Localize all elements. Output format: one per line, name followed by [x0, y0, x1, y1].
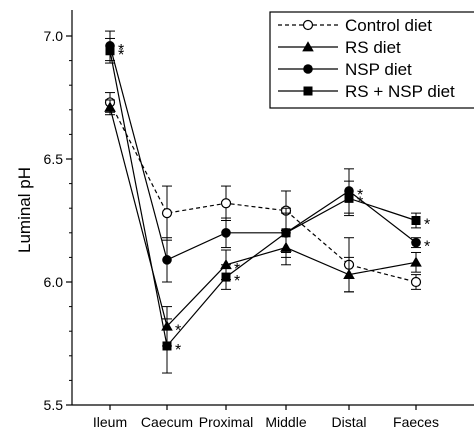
series-line	[109, 102, 417, 283]
significance-star: *	[357, 194, 363, 211]
data-point	[410, 276, 422, 288]
x-tick-label: Distal	[331, 414, 366, 430]
y-axis-label: Luminal pH	[15, 167, 34, 253]
data-point	[162, 341, 172, 351]
legend-marker	[302, 41, 314, 52]
legend-label: RS diet	[345, 38, 401, 57]
series-2: **	[104, 99, 422, 347]
data-point	[220, 198, 232, 209]
significance-star: *	[175, 322, 181, 339]
series-line	[109, 45, 417, 261]
legend-item: RS diet	[278, 38, 401, 57]
data-point	[104, 101, 116, 112]
significance-star: *	[175, 342, 181, 359]
x-tick-label: Middle	[265, 414, 306, 430]
chart-series: **********	[104, 30, 430, 374]
significance-star: *	[118, 42, 124, 59]
data-point	[344, 193, 354, 203]
legend-label: RS + NSP diet	[345, 82, 455, 101]
legend-label: Control diet	[345, 16, 432, 35]
data-point	[220, 258, 232, 270]
series-line	[109, 107, 417, 328]
legend-marker	[302, 19, 314, 31]
data-point	[161, 208, 173, 219]
data-point	[343, 268, 355, 279]
y-tick-label: 5.5	[44, 397, 64, 413]
legend-item: RS + NSP diet	[278, 82, 455, 101]
data-point	[162, 255, 172, 265]
significance-star: *	[424, 239, 430, 256]
chart-axes: 5.5 6.0 6.5 7.0 Ileum Caecum Proximal Middle Dis…	[44, 10, 474, 430]
y-tick-label: 6.5	[44, 151, 64, 167]
data-point	[281, 228, 291, 238]
data-point	[411, 216, 421, 225]
series-1	[104, 92, 422, 293]
x-tick-label: Faeces	[393, 414, 439, 430]
data-point	[410, 256, 422, 267]
series-line	[109, 50, 417, 348]
significance-star: *	[424, 217, 430, 234]
legend-item: Control diet	[278, 16, 432, 35]
data-point	[105, 46, 115, 56]
data-point	[221, 228, 231, 238]
significance-star: *	[118, 47, 124, 64]
y-tick-label: 7.0	[44, 28, 64, 44]
x-tick-label: Caecum	[141, 414, 193, 430]
series-4: *****	[105, 37, 430, 374]
significance-star: *	[357, 187, 363, 204]
legend-marker	[303, 86, 313, 96]
legend-marker	[303, 64, 313, 74]
legend-item: NSP diet	[278, 60, 412, 79]
data-point	[411, 237, 421, 248]
y-tick-label: 6.0	[44, 274, 64, 290]
chart-legend: Control diet RS diet NSP diet RS + NSP diet	[269, 11, 474, 109]
x-tick-label: Proximal	[199, 414, 253, 430]
legend-label: NSP diet	[345, 60, 412, 79]
significance-star: *	[234, 273, 240, 290]
data-point	[221, 272, 231, 282]
x-tick-label: Ileum	[93, 414, 127, 430]
